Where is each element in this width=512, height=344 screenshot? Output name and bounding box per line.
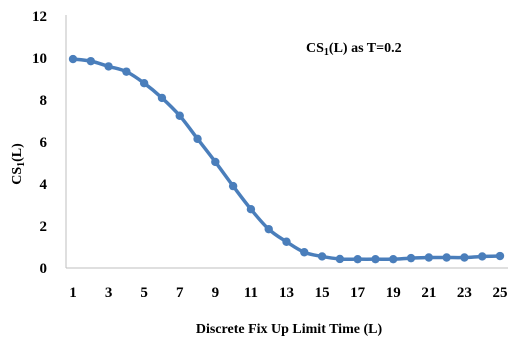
data-point — [104, 62, 113, 71]
data-point — [86, 56, 95, 66]
data-point — [264, 224, 273, 234]
data-point — [495, 251, 505, 261]
y-axis-title-main: CS — [10, 167, 25, 185]
x-tick-label: 15 — [315, 285, 330, 301]
x-tick-label: 11 — [244, 285, 258, 301]
y-tick-label: 8 — [40, 93, 48, 109]
data-point — [139, 79, 149, 88]
x-tick-label: 3 — [105, 285, 113, 301]
data-point — [282, 237, 291, 246]
data-point — [406, 253, 416, 263]
x-tick-label: 13 — [279, 285, 294, 301]
data-point — [442, 253, 451, 262]
y-tick-label: 6 — [40, 135, 48, 151]
x-tick-label: 1 — [69, 285, 77, 301]
data-point — [211, 157, 220, 167]
y-tick-label: 2 — [40, 219, 48, 235]
data-point — [389, 254, 398, 264]
chart-annotation: CS1(L) as T=0.2 — [306, 41, 402, 58]
y-tick-label: 10 — [32, 51, 47, 67]
series-layer — [68, 54, 505, 264]
x-tick-label: 9 — [212, 285, 220, 301]
data-point — [122, 67, 131, 76]
data-point — [157, 93, 167, 103]
x-tick-labels: 1 3 5 7 9 11 13 15 17 19 21 23 25 — [69, 285, 507, 301]
x-tick-label: 17 — [350, 285, 366, 301]
x-axis-title: Discrete Fix Up Limit Time (L) — [196, 322, 383, 337]
data-point — [335, 254, 345, 264]
y-tick-label: 0 — [40, 261, 48, 277]
y-axis-title: CS1(L) — [10, 143, 27, 185]
data-point — [246, 205, 256, 214]
y-tick-label: 12 — [32, 9, 47, 25]
x-tick-label: 23 — [457, 285, 472, 301]
data-point — [424, 253, 434, 262]
x-tick-label: 7 — [176, 285, 184, 301]
annotation-rest: (L) as T=0.2 — [329, 41, 402, 56]
data-point — [353, 254, 362, 264]
y-axis-title-subscript: 1 — [16, 162, 27, 167]
x-tick-label: 5 — [140, 285, 148, 301]
data-point — [193, 134, 202, 144]
data-point — [371, 254, 380, 264]
data-point — [478, 252, 487, 261]
y-tick-label: 4 — [40, 177, 48, 193]
y-axis-title-rest: (L) — [10, 143, 25, 162]
data-point — [68, 54, 78, 64]
x-tick-label: 21 — [421, 285, 436, 301]
data-point — [228, 181, 238, 191]
annotation-subscript: 1 — [324, 47, 329, 58]
data-point — [460, 253, 469, 262]
data-point — [317, 252, 327, 261]
data-point — [300, 248, 309, 257]
annotation-main: CS — [306, 41, 324, 56]
x-tick-label: 19 — [386, 285, 401, 301]
y-tick-labels: 0 2 4 6 8 10 12 — [32, 9, 48, 277]
x-tick-label: 25 — [493, 285, 508, 301]
series-line — [72, 57, 501, 262]
data-point — [175, 111, 184, 120]
